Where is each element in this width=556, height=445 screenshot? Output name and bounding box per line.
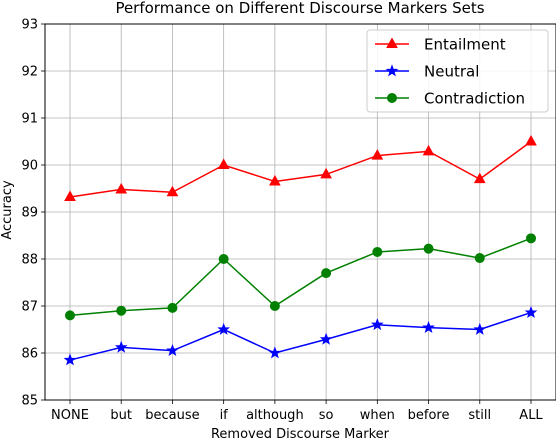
contradiction-point xyxy=(526,233,536,244)
entailment-point xyxy=(64,190,76,201)
x-tick-label: still xyxy=(468,408,491,423)
neutral-point xyxy=(422,320,435,334)
y-tick-label: 87 xyxy=(21,300,38,315)
y-tick-label: 89 xyxy=(21,206,38,221)
contradiction-point xyxy=(321,268,332,279)
legend: Entailment Neutral Contradiction xyxy=(366,29,549,113)
x-tick-label: before xyxy=(408,408,450,423)
legend-marker xyxy=(386,37,398,48)
legend-box xyxy=(366,29,549,113)
neutral-point xyxy=(166,344,179,357)
x-tick-label: but xyxy=(110,408,132,423)
y-axis-label: Accuracy xyxy=(0,180,15,240)
x-tick-label: if xyxy=(220,408,229,423)
entailment-point xyxy=(371,149,384,160)
legend-marker xyxy=(385,64,399,77)
x-tick-label: although xyxy=(246,408,304,423)
neutral-line xyxy=(69,311,532,361)
entailment-point xyxy=(525,134,537,146)
neutral-point xyxy=(371,318,384,331)
entailment-point xyxy=(320,167,332,179)
legend-label: Contradiction xyxy=(424,90,525,108)
legend-label: Entailment xyxy=(424,36,506,54)
x-tick-label: ALL xyxy=(519,408,543,423)
contradiction-line xyxy=(69,237,532,317)
x-tick-label: so xyxy=(319,408,334,423)
contradiction-point xyxy=(116,305,127,316)
y-tick-label: 90 xyxy=(21,159,38,174)
legend-item-contradiction: Contradiction xyxy=(375,90,525,108)
entailment-point xyxy=(422,144,435,156)
contradiction-point xyxy=(65,310,75,321)
neutral-point xyxy=(473,322,487,335)
series-entailment xyxy=(64,134,537,201)
y-tick-label: 91 xyxy=(21,112,38,127)
entailment-point xyxy=(269,174,281,186)
contradiction-point xyxy=(167,302,178,313)
neutral-point xyxy=(319,332,333,345)
chart-title: Performance on Different Discourse Marke… xyxy=(115,0,484,17)
neutral-point xyxy=(268,346,282,359)
legend-marker xyxy=(387,93,397,103)
neutral-point xyxy=(524,305,538,318)
neutral-point xyxy=(114,340,128,353)
entailment-point xyxy=(473,172,486,184)
x-axis-label: Removed Discourse Marker xyxy=(211,427,390,440)
contradiction-point xyxy=(372,246,383,257)
x-tick-label: when xyxy=(360,408,395,423)
contradiction-point xyxy=(474,253,485,264)
x-tick-label: because xyxy=(145,408,199,423)
series-layer xyxy=(63,134,538,366)
series-contradiction xyxy=(65,233,536,321)
contradiction-point xyxy=(423,243,434,254)
y-tick-label: 85 xyxy=(21,394,38,409)
entailment-line xyxy=(69,140,532,198)
y-tick-label: 92 xyxy=(21,65,38,80)
entailment-point xyxy=(217,158,230,169)
neutral-point xyxy=(217,322,230,335)
legend-label: Neutral xyxy=(424,63,479,81)
legend-item-neutral: Neutral xyxy=(375,63,479,81)
entailment-point xyxy=(115,182,128,194)
y-tick-label: 88 xyxy=(21,253,38,268)
entailment-point xyxy=(166,185,179,197)
y-tick-label: 86 xyxy=(21,347,38,362)
neutral-point xyxy=(63,353,77,366)
ticks: NONE but because if although so when before stil… xyxy=(21,18,543,424)
x-tick-label: NONE xyxy=(51,408,89,423)
legend-item-entailment: Entailment xyxy=(375,36,506,54)
series-neutral xyxy=(63,305,538,366)
contradiction-point xyxy=(269,301,280,311)
contradiction-point xyxy=(218,254,229,264)
y-tick-label: 93 xyxy=(21,18,38,33)
